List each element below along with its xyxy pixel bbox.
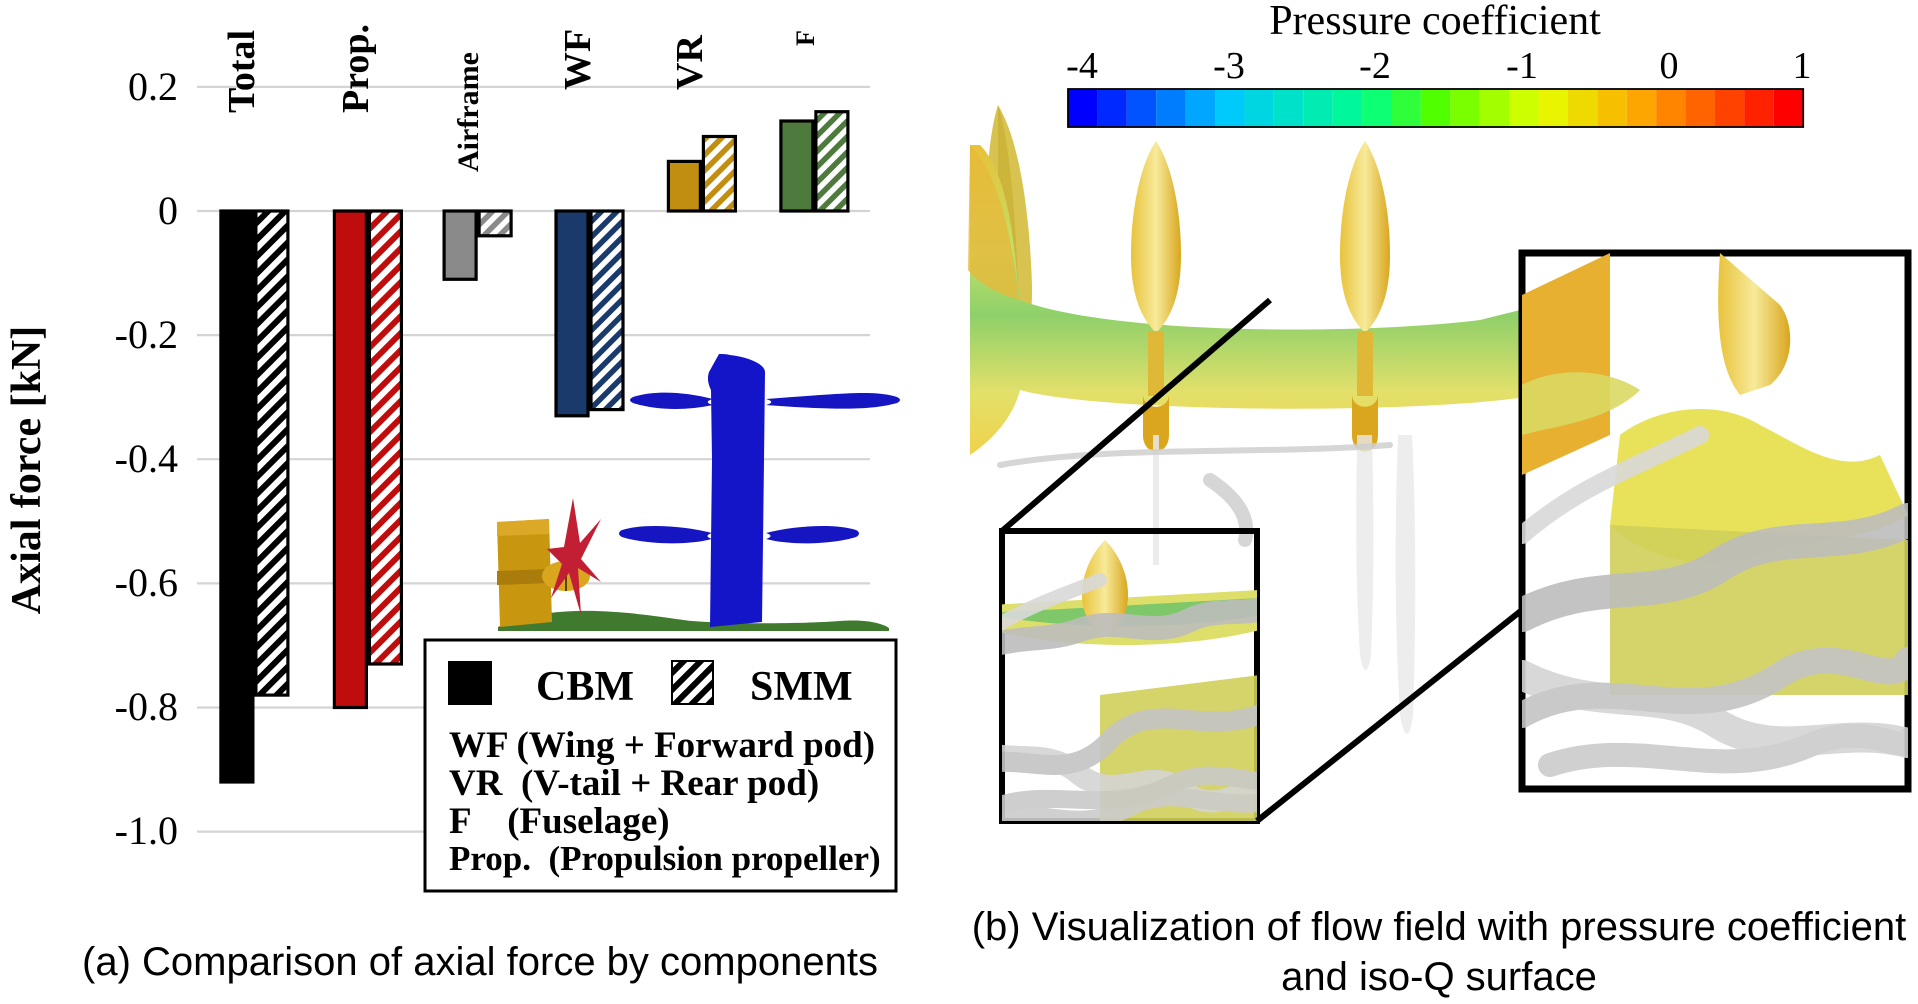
svg-text:(a) Comparison of axial force: (a) Comparison of axial force by compone… xyxy=(82,940,878,984)
svg-text:-0.4: -0.4 xyxy=(115,436,178,481)
svg-text:-1: -1 xyxy=(1506,45,1538,87)
svg-text:-0.6: -0.6 xyxy=(115,560,178,605)
svg-text:Axial force [kN]: Axial force [kN] xyxy=(4,326,50,614)
svg-text:0.2: 0.2 xyxy=(128,64,178,109)
svg-text:VR (V-tail + Rear pod): VR (V-tail + Rear pod) xyxy=(449,763,819,804)
svg-text:-0.8: -0.8 xyxy=(115,684,178,729)
svg-text:WF (Wing + Forward pod): WF (Wing + Forward pod) xyxy=(449,725,875,766)
svg-text:Airframe: Airframe xyxy=(452,52,485,172)
svg-text:-4: -4 xyxy=(1066,45,1098,87)
svg-text:SMM: SMM xyxy=(750,664,853,710)
svg-text:and iso-Q surface: and iso-Q surface xyxy=(1281,955,1597,999)
svg-text:-0.2: -0.2 xyxy=(115,312,178,357)
svg-text:Prop.: Prop. xyxy=(335,24,377,113)
svg-text:Pressure coefficient: Pressure coefficient xyxy=(1269,0,1601,44)
svg-text:1: 1 xyxy=(1793,45,1812,87)
svg-text:0: 0 xyxy=(158,188,178,233)
svg-text:F (Fuselage): F (Fuselage) xyxy=(449,801,670,842)
svg-text:(b) Visualization of flow fiel: (b) Visualization of flow field with pre… xyxy=(972,905,1907,949)
svg-text:Total: Total xyxy=(221,30,263,113)
svg-text:0: 0 xyxy=(1660,45,1679,87)
svg-text:VR: VR xyxy=(669,35,711,90)
svg-text:F: F xyxy=(791,30,820,46)
svg-text:WF: WF xyxy=(557,29,599,90)
svg-text:Prop. (Propulsion propeller): Prop. (Propulsion propeller) xyxy=(449,839,881,878)
svg-text:-1.0: -1.0 xyxy=(115,808,178,853)
svg-text:-3: -3 xyxy=(1213,45,1245,87)
svg-text:-2: -2 xyxy=(1359,45,1391,87)
svg-text:CBM: CBM xyxy=(536,664,634,710)
